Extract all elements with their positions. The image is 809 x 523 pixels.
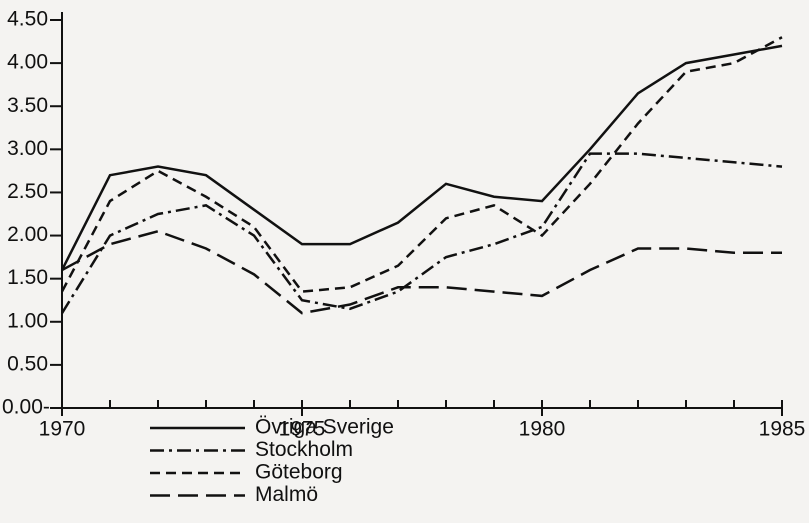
series-line: [60, 36, 783, 293]
y-tick-label: 4.50: [7, 8, 48, 31]
legend-label: Övriga Sverige: [255, 416, 394, 439]
x-tick-label: 1970: [39, 418, 86, 441]
y-tick-label: 4.00: [7, 51, 48, 74]
y-tick-label: 2.50: [7, 180, 48, 203]
y-tick-label: 0.00-: [2, 396, 50, 419]
y-tick-label: 0.50: [7, 352, 48, 375]
y-tick-label: 1.50: [7, 266, 48, 289]
y-tick-label: 3.00: [7, 137, 48, 160]
series-line: [60, 44, 783, 271]
x-tick-label: 1980: [519, 418, 566, 441]
legend-label: Göteborg: [255, 461, 343, 484]
x-tick-label: 1985: [759, 418, 806, 441]
series-line: [60, 152, 783, 314]
series-line: [61, 229, 782, 315]
legend-label: Stockholm: [255, 438, 353, 461]
legend-label: Malmö: [255, 483, 318, 506]
y-tick-label: 2.00: [7, 223, 48, 246]
x-tick-label: 1975: [279, 418, 326, 441]
y-tick-label: 3.50: [7, 94, 48, 117]
y-tick-label: 1.00: [7, 309, 48, 332]
